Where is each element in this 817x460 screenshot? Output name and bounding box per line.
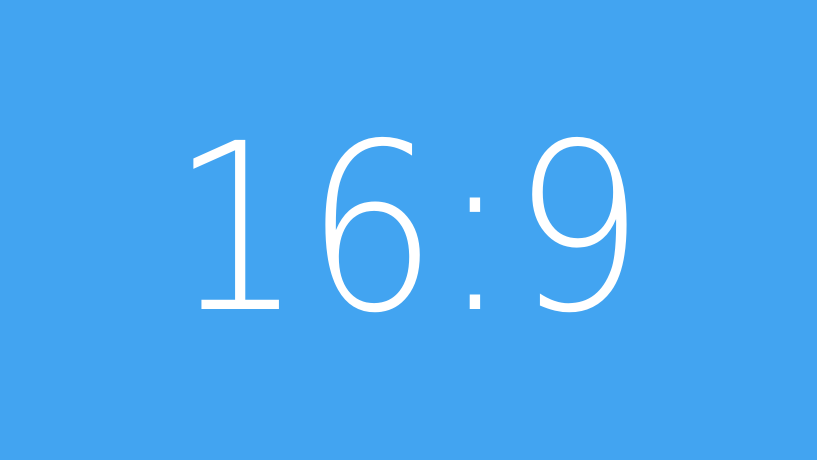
aspect-ratio-label: 16:9 [170,94,647,364]
